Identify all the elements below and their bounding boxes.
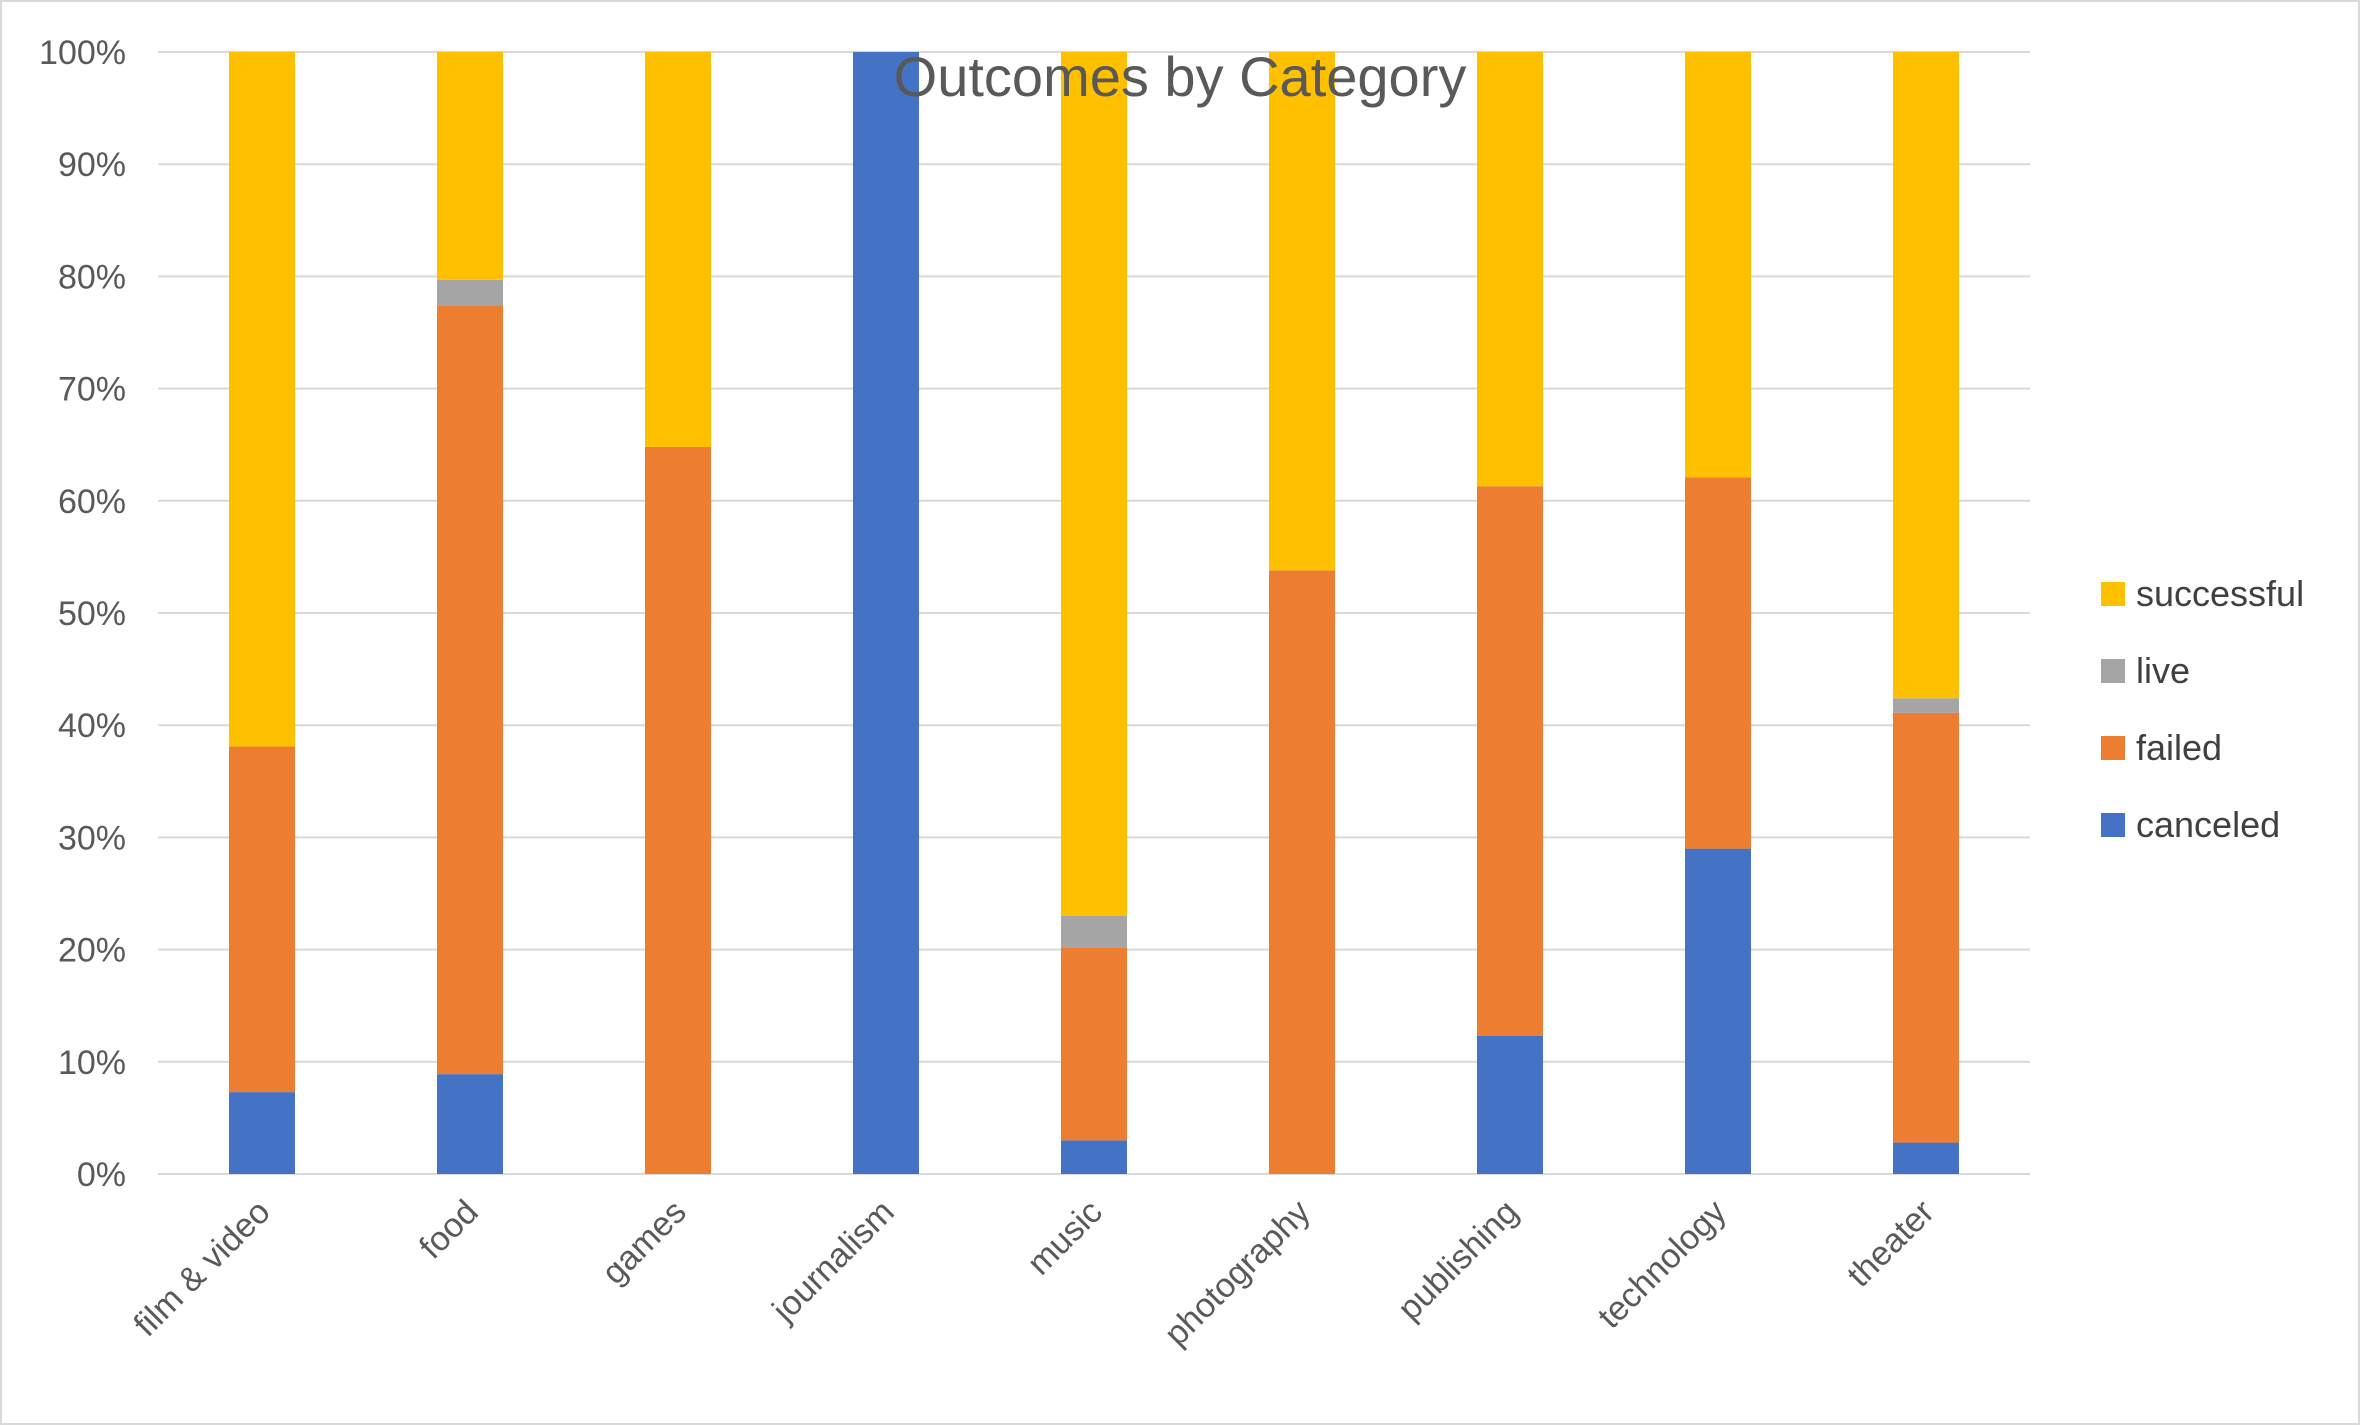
y-tick-label: 60% bbox=[58, 483, 126, 521]
legend-label-successful: successful bbox=[2136, 573, 2304, 614]
bar-canceled bbox=[1893, 1142, 1959, 1174]
x-tick-label: theater bbox=[1840, 1193, 1942, 1295]
x-tick-label: journalism bbox=[765, 1193, 902, 1330]
y-tick-label: 20% bbox=[58, 932, 126, 970]
bar-successful bbox=[437, 52, 503, 280]
bar-failed bbox=[437, 305, 503, 1075]
bar-failed bbox=[1061, 947, 1127, 1141]
x-tick-label: games bbox=[595, 1193, 694, 1292]
bar-canceled bbox=[229, 1092, 295, 1174]
legend-swatch-successful bbox=[2101, 582, 2125, 606]
bar-canceled bbox=[853, 52, 919, 1174]
y-tick-label: 10% bbox=[58, 1044, 126, 1082]
bar-successful bbox=[1685, 52, 1751, 478]
y-tick-label: 0% bbox=[77, 1156, 126, 1194]
y-tick-label: 50% bbox=[58, 595, 126, 633]
y-tick-label: 90% bbox=[58, 146, 126, 184]
bar-canceled bbox=[1685, 848, 1751, 1174]
bar-failed bbox=[1269, 570, 1335, 1174]
bar-successful bbox=[1477, 52, 1543, 487]
bar-canceled bbox=[1477, 1035, 1543, 1174]
x-tick-label: film & video bbox=[127, 1193, 278, 1344]
y-tick-label: 40% bbox=[58, 707, 126, 745]
y-tick-label: 100% bbox=[39, 34, 126, 72]
bar-successful bbox=[229, 52, 295, 747]
legend-swatch-canceled bbox=[2101, 813, 2125, 837]
bar-live bbox=[437, 279, 503, 306]
chart-title: Outcomes by Category bbox=[894, 45, 1467, 108]
legend-label-live: live bbox=[2136, 650, 2190, 691]
legend-label-canceled: canceled bbox=[2136, 804, 2280, 845]
legend-swatch-live bbox=[2101, 659, 2125, 683]
bar-failed bbox=[1893, 712, 1959, 1143]
bar-live bbox=[1893, 698, 1959, 713]
legend: successful live failed canceled bbox=[2101, 573, 2304, 845]
y-axis-ticks: 0% 10% 20% 30% 40% 50% 60% 70% 80% 90% 100% bbox=[39, 34, 126, 1194]
bar-successful bbox=[1269, 52, 1335, 571]
bar-successful bbox=[1893, 52, 1959, 699]
bar-failed bbox=[645, 446, 711, 1175]
bar-successful bbox=[1061, 52, 1127, 916]
bar-failed bbox=[1477, 486, 1543, 1036]
x-tick-label: food bbox=[412, 1193, 486, 1267]
bar-successful bbox=[645, 52, 711, 447]
legend-swatch-failed bbox=[2101, 736, 2125, 760]
bar-failed bbox=[1685, 477, 1751, 849]
bar-canceled bbox=[437, 1074, 503, 1174]
x-tick-label: publishing bbox=[1391, 1193, 1526, 1328]
x-tick-label: music bbox=[1020, 1193, 1110, 1283]
x-tick-label: technology bbox=[1590, 1193, 1733, 1336]
bar-failed bbox=[229, 746, 295, 1093]
y-tick-label: 80% bbox=[58, 258, 126, 296]
bar-live bbox=[1061, 915, 1127, 948]
y-tick-label: 30% bbox=[58, 819, 126, 857]
x-tick-label: photography bbox=[1157, 1193, 1318, 1354]
x-axis-labels: film & video food games journalism music phot… bbox=[127, 1193, 1942, 1354]
bars bbox=[229, 52, 1959, 1175]
y-tick-label: 70% bbox=[58, 371, 126, 409]
bar-canceled bbox=[1061, 1140, 1127, 1174]
legend-label-failed: failed bbox=[2136, 727, 2222, 768]
